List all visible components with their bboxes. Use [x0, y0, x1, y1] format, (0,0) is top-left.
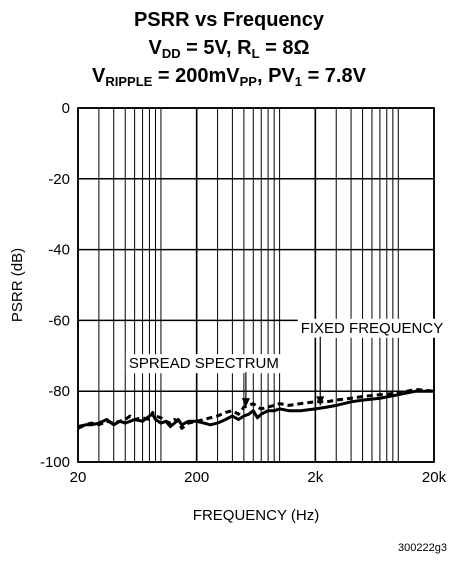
annotations: FIXED FREQUENCY SPREAD SPECTRUM — [125, 318, 447, 408]
title-l2-b: = 5V, R — [181, 37, 253, 59]
annotation-label-bg — [125, 354, 282, 374]
grid — [77, 107, 435, 463]
series-lines — [77, 387, 435, 430]
x-tick-label: 20 — [70, 469, 87, 486]
y-tick-label: -60 — [48, 312, 70, 329]
y-tick-label: -80 — [48, 383, 70, 400]
y-axis-label: PSRR (dB) — [9, 248, 26, 322]
chart-title-line2: VDD = 5V, RL = 8Ω — [148, 37, 309, 61]
y-tick-label: -40 — [48, 242, 70, 259]
annotation-arrowhead — [316, 396, 325, 406]
annotation-arrowhead — [241, 398, 250, 408]
title-l2-a: V — [148, 37, 162, 59]
y-tick-label: 0 — [62, 100, 70, 117]
series-fixed-frequency — [77, 387, 435, 430]
y-tick-label: -20 — [48, 171, 70, 188]
annotation-label-bg — [297, 318, 447, 338]
x-axis-label: FREQUENCY (Hz) — [193, 507, 319, 524]
title-l3-a-sub: RIPPLE — [105, 74, 152, 89]
x-tick-label: 200 — [184, 469, 209, 486]
title-l3-b-sub: PP — [240, 74, 258, 89]
plot-frame — [77, 107, 435, 463]
chart-title-line1: PSRR vs Frequency — [134, 9, 325, 31]
chart-title-line3: VRIPPLE = 200mVPP, PV1 = 7.8V — [92, 65, 367, 89]
title-l3-d: = 7.8V — [302, 65, 367, 87]
annotation-label: SPREAD SPECTRUM — [129, 355, 279, 372]
title-l2-b-sub: L — [252, 46, 260, 61]
title-l2-c: = 8Ω — [260, 37, 310, 59]
y-tick-label: -100 — [40, 454, 70, 471]
title-l2-a-sub: DD — [162, 46, 181, 61]
x-tick-label: 20k — [422, 469, 447, 486]
annotation-label: FIXED FREQUENCY — [301, 320, 444, 337]
title-l3-b: = 200mV — [152, 65, 240, 87]
title-l3-c-sub: 1 — [295, 74, 302, 89]
title-l3-c: , PV — [257, 65, 295, 87]
title-l3-a: V — [92, 65, 106, 87]
series-spread-spectrum — [77, 389, 434, 430]
x-tick-label: 2k — [307, 469, 323, 486]
figure-id: 300222g3 — [398, 542, 447, 554]
